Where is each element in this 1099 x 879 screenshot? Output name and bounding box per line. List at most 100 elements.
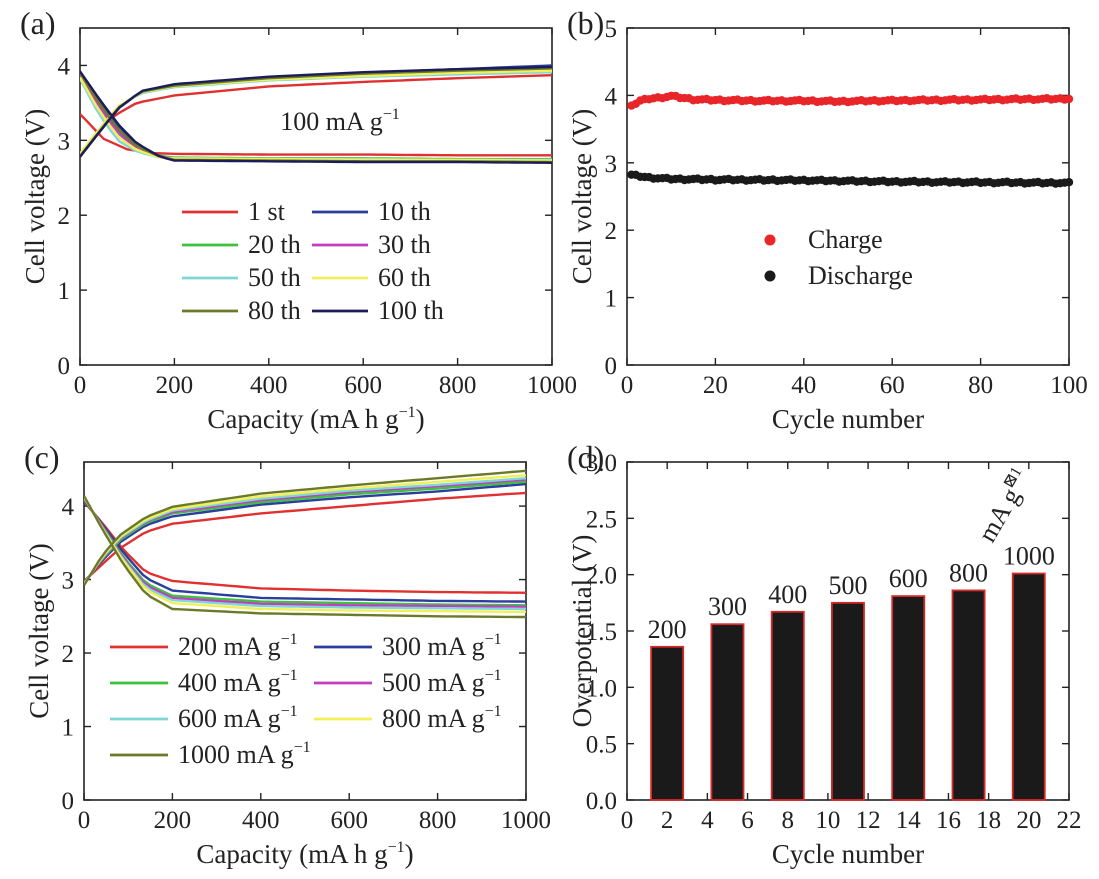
x-tick-label: 20 [703, 372, 728, 399]
y-tick-label: 0 [62, 788, 75, 815]
legend-label-5: 60 th [378, 263, 431, 292]
x-tick-label: 800 [439, 372, 477, 399]
bar-label-1000: 1000 [1003, 542, 1055, 571]
series-line-charge-4 [84, 477, 526, 585]
legend-label-1-main: 300 mA g [382, 632, 485, 661]
series-line-discharge-4 [84, 496, 526, 611]
plot-frame [83, 461, 527, 801]
legend-label-6: 80 th [248, 296, 301, 325]
y-tick-label: 1.5 [586, 619, 617, 646]
legend-label-0: 1 st [248, 197, 286, 226]
x-tick-label: 100 [1050, 372, 1088, 399]
x-tick-label: 40 [791, 372, 816, 399]
x-tick-label: 18 [976, 807, 1001, 834]
legend-label-2-main: 400 mA g [178, 668, 281, 697]
panel-b: 0 20 40 60 80 100 0 1 2 3 4 5 Cycle number Cell volta… [567, 5, 1088, 434]
series-lines [84, 469, 526, 619]
legend-label-3-sup: −1 [485, 667, 502, 684]
legend-label-1: Discharge [808, 261, 913, 290]
y-tick-label: 3 [62, 568, 75, 595]
series-line-discharge-0 [84, 500, 526, 594]
x-tick-label: 2 [661, 807, 674, 834]
x-tick-label: 600 [344, 372, 382, 399]
y-tick-label: 1 [58, 278, 71, 305]
panel-d: 0 2 4 6 8 10 12 14 16 18 20 22 0.0 0.5 1.0 1.5 2.0 2.5 3.0… [567, 439, 1082, 869]
series-line-discharge-6 [84, 495, 526, 619]
legend-label-7: 100 th [378, 296, 444, 325]
x-tick-label: 0 [621, 807, 634, 834]
x-tick-label: 80 [968, 372, 993, 399]
legend-label-2: 400 mA g−1 [178, 667, 298, 697]
y-tick-label: 2.5 [586, 506, 617, 533]
legend-marker-0 [764, 234, 776, 246]
y-axis-label: Cell voltage (V) [567, 109, 597, 284]
x-tick-label: 8 [781, 807, 794, 834]
x-tick-label: 16 [936, 807, 961, 834]
x-tick-label: 6 [741, 807, 754, 834]
unit-label: mA g⊠1 [972, 464, 1037, 547]
y-tick-label: 5 [605, 16, 618, 43]
bar-400 [770, 610, 805, 801]
legend-label-4-sup: −1 [281, 703, 298, 720]
legend-label-2: 20 th [248, 230, 301, 259]
series-line-charge-5 [84, 474, 526, 586]
data-point-discharge-99 [1064, 178, 1074, 187]
y-tick-label: 2 [58, 203, 71, 230]
series-line-charge-1 [84, 482, 526, 584]
x-tick-label: 400 [250, 372, 288, 399]
plot-frame [626, 27, 1070, 366]
legend-label-2-sup: −1 [281, 667, 298, 684]
series-line-charge-7 [80, 65, 552, 158]
x-tick-label: 4 [701, 807, 714, 834]
x-tick-label: 10 [815, 807, 840, 834]
legend-label-1: 300 mA g−1 [382, 631, 502, 661]
x-tick-label: 800 [419, 807, 457, 834]
y-tick-label: 2.0 [586, 563, 617, 590]
series-line-discharge-0 [80, 113, 552, 157]
legend-label-3-main: 500 mA g [382, 668, 485, 697]
legend-label-0: Charge [808, 225, 883, 254]
series-line-charge-0 [80, 74, 552, 158]
x-tick-label: 0 [78, 807, 91, 834]
x-tick-label: 1000 [501, 807, 551, 834]
series-line-discharge-3 [84, 497, 526, 608]
series-lines [80, 64, 552, 164]
bar-1000 [1011, 572, 1046, 801]
y-axis-label: Overpotential (V) [567, 535, 597, 728]
legend-label-5: 800 mA g−1 [382, 703, 502, 733]
x-tick-label: 60 [880, 372, 905, 399]
bar-600 [891, 595, 926, 801]
x-tick-label: 14 [896, 807, 922, 834]
x-tick-label: 200 [154, 807, 192, 834]
panel-label: (b) [567, 5, 604, 41]
bar-label-500: 500 [829, 571, 868, 600]
legend-label-1: 10 th [378, 197, 431, 226]
legend-label-4: 50 th [248, 263, 301, 292]
legend-label-1-sup: −1 [485, 631, 502, 648]
data-point-charge-99 [1064, 94, 1074, 104]
y-tick-label: 3.0 [586, 450, 617, 477]
y-tick-label: 2 [62, 641, 75, 668]
bar-200 [650, 645, 685, 801]
x-axis-label-tail: ) [405, 839, 414, 869]
x-tick-label: 20 [1016, 807, 1041, 834]
series-line-discharge-1 [84, 499, 526, 603]
y-tick-label: 3 [605, 151, 618, 178]
bar-label-400: 400 [768, 580, 807, 609]
x-axis-label: Capacity (mA h g−1) [196, 839, 413, 869]
y-tick-label: 0 [605, 353, 618, 380]
y-tick-label: 4 [605, 83, 618, 110]
y-tick-label: 1 [62, 715, 75, 742]
plot-frame [79, 27, 553, 366]
x-tick-label: 12 [856, 807, 881, 834]
legend-label-6-main: 1000 mA g [178, 740, 294, 769]
legend-label-6: 1000 mA g−1 [178, 739, 311, 769]
legend-label-3: 30 th [378, 230, 431, 259]
legend-label-3: 500 mA g−1 [382, 667, 502, 697]
x-tick-label: 400 [242, 807, 280, 834]
series-line-charge-0 [84, 491, 526, 582]
x-tick-label: 0 [621, 372, 634, 399]
legend-label-0: 200 mA g−1 [178, 631, 298, 661]
annotation-rate: 100 mA g−1 [280, 106, 400, 136]
